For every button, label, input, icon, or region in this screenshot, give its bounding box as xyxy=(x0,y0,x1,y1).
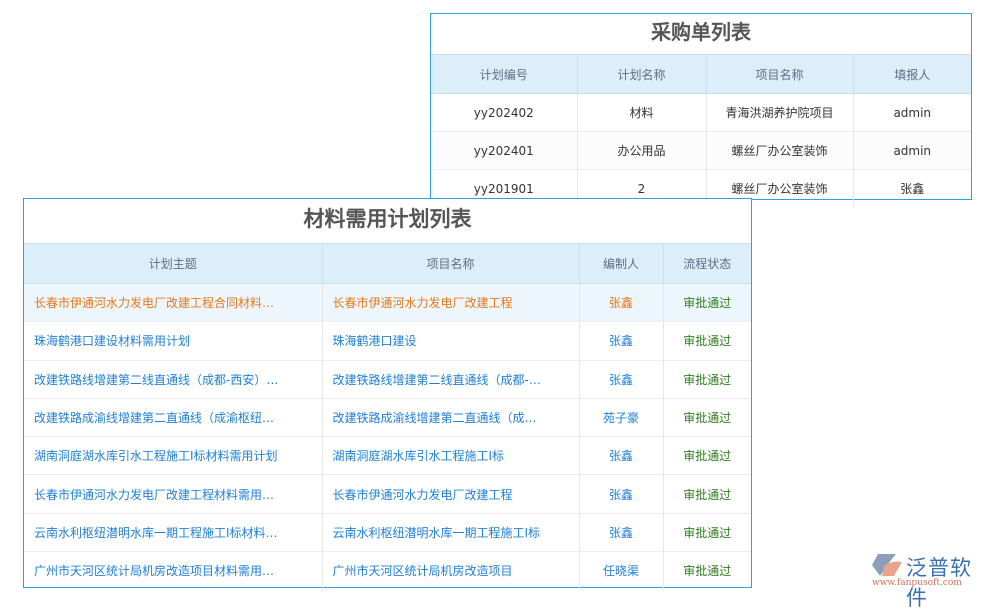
purchase-list-panel: 采购单列表 计划编号 计划名称 项目名称 填报人 yy202402 材料 青海洪湖养护院项… xyxy=(430,13,972,207)
table-row[interactable]: yy202402 材料 青海洪湖养护院项目 admin xyxy=(431,93,971,132)
column-header[interactable]: 项目名称 xyxy=(322,244,580,284)
plan-topic-link[interactable]: 改建铁路线增建第二线直通线（成都-西安）… xyxy=(24,360,323,399)
status-cell: 审批通过 xyxy=(663,436,751,476)
plan-topic-link[interactable]: 长春市伊通河水力发电厂改建工程材料需用… xyxy=(24,474,323,514)
column-header[interactable]: 编制人 xyxy=(579,244,664,284)
author-cell: 苑子豪 xyxy=(579,398,664,438)
plan-topic-link[interactable]: 广州市天河区统计局机房改造项目材料需用… xyxy=(24,551,323,590)
table-cell: yy202401 xyxy=(431,131,578,170)
project-name-link[interactable]: 珠海鹤港口建设 xyxy=(322,321,580,361)
plan-topic-link[interactable]: 云南水利枢纽潜明水库一期工程施工I标材料… xyxy=(24,513,323,553)
author-cell: 张鑫 xyxy=(579,321,664,361)
panel-title: 材料需用计划列表 xyxy=(24,199,751,244)
table-row[interactable]: 长春市伊通河水力发电厂改建工程合同材料… 长春市伊通河水力发电厂改建工程 张鑫 审批通… xyxy=(24,283,751,323)
logo-url: www.fanpusoft.com xyxy=(872,578,962,588)
project-name-link[interactable]: 长春市伊通河水力发电厂改建工程 xyxy=(322,283,580,323)
column-header[interactable]: 项目名称 xyxy=(706,55,854,94)
table-cell: 张鑫 xyxy=(900,182,925,196)
table-row[interactable]: 长春市伊通河水力发电厂改建工程材料需用… 长春市伊通河水力发电厂改建工程 张鑫 审批通… xyxy=(24,474,751,514)
author-cell: 张鑫 xyxy=(579,474,664,514)
table-cell: admin xyxy=(853,93,971,132)
table-row[interactable]: 改建铁路线增建第二线直通线（成都-西安）… 改建铁路线增建第二线直通线（成都-… 张… xyxy=(24,360,751,399)
project-name-link[interactable]: 广州市天河区统计局机房改造项目 xyxy=(322,551,580,590)
table-row[interactable]: 珠海鹤港口建设材料需用计划 珠海鹤港口建设 张鑫 审批通过 xyxy=(24,321,751,361)
status-cell: 审批通过 xyxy=(663,321,751,361)
author-cell: 张鑫 xyxy=(579,283,664,323)
project-name-link[interactable]: 改建铁路线增建第二线直通线（成都-… xyxy=(322,360,580,399)
table-cell: admin xyxy=(853,131,971,170)
author-cell: 张鑫 xyxy=(579,436,664,476)
author-cell: 张鑫 xyxy=(579,513,664,553)
status-cell: 审批通过 xyxy=(663,398,751,438)
project-name-link[interactable]: 长春市伊通河水力发电厂改建工程 xyxy=(322,474,580,514)
column-header[interactable]: 填报人 xyxy=(853,55,971,94)
table-row[interactable]: 湖南洞庭湖水库引水工程施工I标材料需用计划 湖南洞庭湖水库引水工程施工I标 张鑫 审批… xyxy=(24,436,751,476)
status-cell: 审批通过 xyxy=(683,564,732,579)
plan-topic-link[interactable]: 长春市伊通河水力发电厂改建工程合同材料… xyxy=(24,283,323,323)
plan-topic-link[interactable]: 湖南洞庭湖水库引水工程施工I标材料需用计划 xyxy=(24,436,323,476)
column-header[interactable]: 流程状态 xyxy=(663,244,751,284)
table-cell: yy202402 xyxy=(431,93,578,132)
author-cell: 任晓渠 xyxy=(579,551,664,590)
material-plan-table: 计划主题 项目名称 编制人 流程状态 长春市伊通河水力发电厂改建工程合同材料… 长春市伊… xyxy=(24,244,751,590)
table-row[interactable]: 云南水利枢纽潜明水库一期工程施工I标材料… 云南水利枢纽潜明水库一期工程施工I标张… xyxy=(24,513,751,553)
status-cell: 审批通过 xyxy=(663,283,751,323)
project-name-link[interactable]: 云南水利枢纽潜明水库一期工程施工I标 xyxy=(322,513,580,553)
column-header[interactable]: 计划编号 xyxy=(431,55,578,94)
author-cell: 张鑫 xyxy=(579,360,664,399)
plan-topic-link[interactable]: 改建铁路成渝线增建第二直通线（成渝枢纽… xyxy=(24,398,323,438)
logo-icon xyxy=(872,554,902,576)
table-cell: 螺丝厂办公室装饰 xyxy=(706,131,854,170)
table-row[interactable]: 广州市天河区统计局机房改造项目材料需用… 广州市天河区统计局机房改造项目 任晓渠 审批… xyxy=(24,551,751,590)
status-cell: 审批通过 xyxy=(663,474,751,514)
column-header[interactable]: 计划名称 xyxy=(577,55,707,94)
status-cell: 审批通过 xyxy=(663,513,751,553)
table-cell: 材料 xyxy=(577,93,707,132)
project-name-link[interactable]: 改建铁路成渝线增建第二直通线（成… xyxy=(322,398,580,438)
column-header[interactable]: 计划主题 xyxy=(24,244,323,284)
table-cell: 办公用品 xyxy=(577,131,707,170)
panel-title: 采购单列表 xyxy=(431,14,971,55)
table-cell: 青海洪湖养护院项目 xyxy=(706,93,854,132)
material-plan-panel: 材料需用计划列表 计划主题 项目名称 编制人 流程状态 长春市伊通河水力发电厂改建工程… xyxy=(23,198,752,590)
table-row[interactable]: yy202401 办公用品 螺丝厂办公室装饰 admin xyxy=(431,131,971,170)
status-cell: 审批通过 xyxy=(663,360,751,399)
table-row[interactable]: 改建铁路成渝线增建第二直通线（成渝枢纽… 改建铁路成渝线增建第二直通线（成… 苑子豪… xyxy=(24,398,751,438)
fanpu-logo: 泛普软件 www.fanpusoft.com xyxy=(868,552,992,610)
project-name-link[interactable]: 湖南洞庭湖水库引水工程施工I标 xyxy=(322,436,580,476)
plan-topic-link[interactable]: 珠海鹤港口建设材料需用计划 xyxy=(24,321,323,361)
purchase-table: 计划编号 计划名称 项目名称 填报人 yy202402 材料 青海洪湖养护院项目 admin… xyxy=(431,55,971,207)
